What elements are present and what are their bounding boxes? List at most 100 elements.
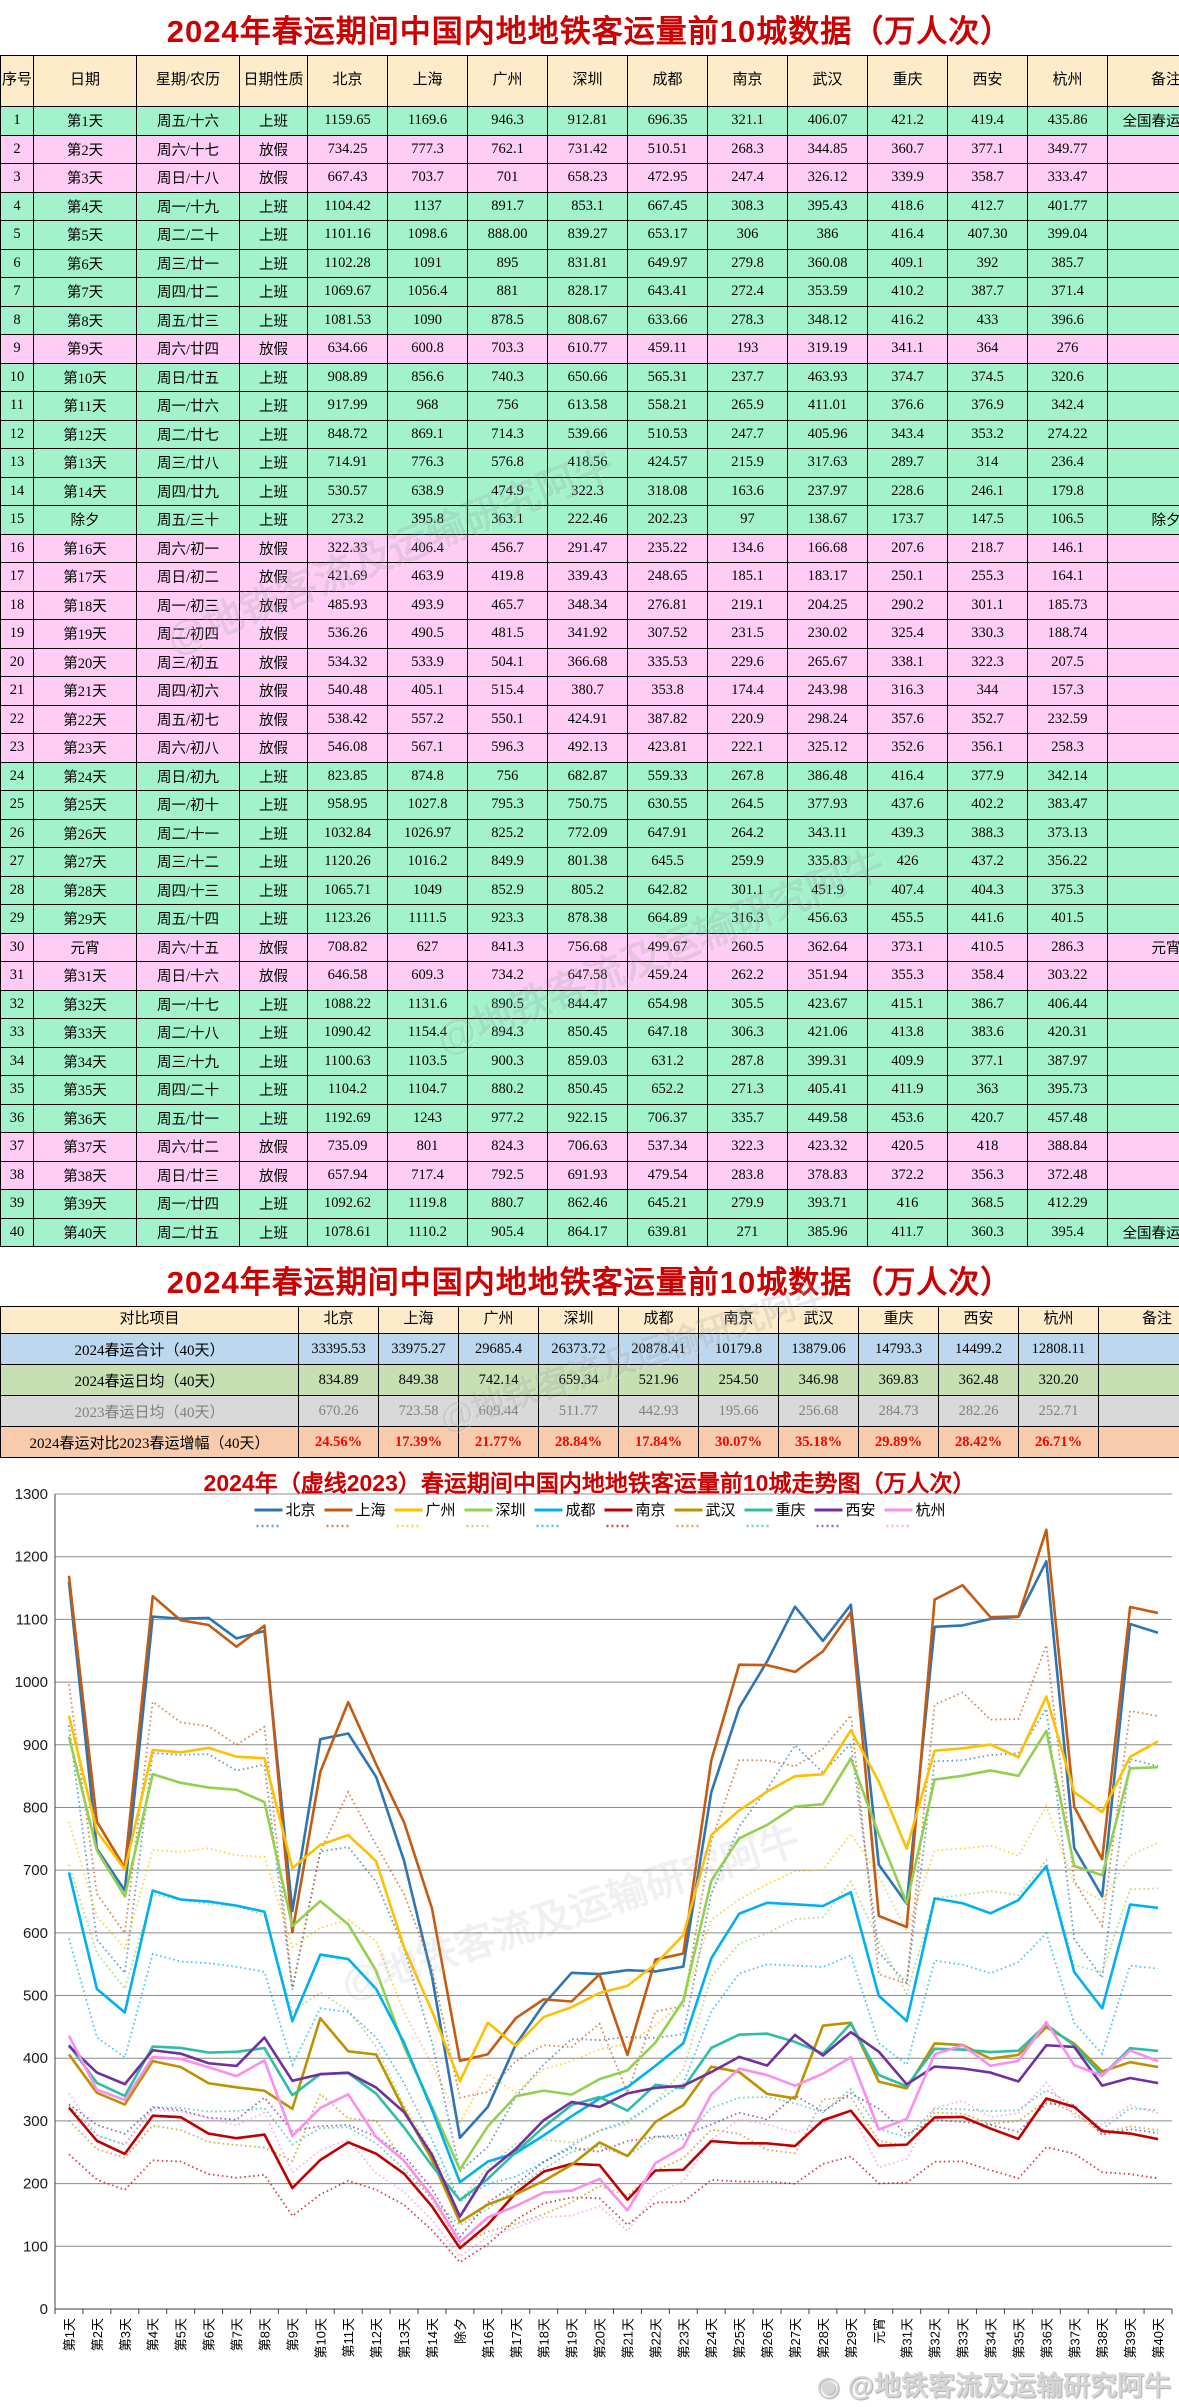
cell: 824.3 [468, 1133, 548, 1162]
cell: 上班 [240, 905, 308, 934]
cell: 279.9 [708, 1190, 788, 1219]
cell: 185.73 [1028, 591, 1108, 620]
cell: 399.31 [788, 1047, 868, 1076]
x-tick-label: 第36天 [1039, 2318, 1054, 2358]
cell: 周六/十五 [137, 933, 240, 962]
cell: 917.99 [308, 392, 388, 421]
cell: 405.1 [388, 677, 468, 706]
cell: 286.3 [1028, 933, 1108, 962]
cell: 28.84% [539, 1427, 619, 1458]
cell: 36 [1, 1104, 34, 1133]
cell: 735.09 [308, 1133, 388, 1162]
cell: 844.47 [548, 990, 628, 1019]
x-tick-label: 第1天 [62, 2318, 77, 2351]
cell: 放假 [240, 620, 308, 649]
legend-label: 武汉 [706, 1502, 736, 1519]
x-tick-label: 第22天 [648, 2318, 663, 2358]
cell: 805.2 [548, 876, 628, 905]
cell [1108, 563, 1179, 592]
cell: 853.1 [548, 192, 628, 221]
cell: 439.3 [868, 819, 948, 848]
cell: 717.4 [388, 1161, 468, 1190]
cell: 353.8 [628, 677, 708, 706]
cell: 第5天 [34, 221, 137, 250]
cell: 378.83 [788, 1161, 868, 1190]
cell: 1192.69 [308, 1104, 388, 1133]
cell: 777.3 [388, 135, 468, 164]
cell: 416 [868, 1190, 948, 1219]
y-tick-label: 400 [23, 2050, 48, 2067]
column-header: 南京 [699, 1307, 779, 1334]
cell: 7 [1, 278, 34, 307]
cell: 387.7 [948, 278, 1028, 307]
cell: 271.3 [708, 1076, 788, 1105]
cell: 29 [1, 905, 34, 934]
cell: 405.96 [788, 420, 868, 449]
cell: 456.7 [468, 534, 548, 563]
cell: 268.3 [708, 135, 788, 164]
cell: 366.68 [548, 648, 628, 677]
cell: 657.94 [308, 1161, 388, 1190]
cell: 27 [1, 848, 34, 877]
cell: 第31天 [34, 962, 137, 991]
cell: 273.2 [308, 506, 388, 535]
cell: 207.5 [1028, 648, 1108, 677]
cell: 放假 [240, 164, 308, 193]
cell: 395.8 [388, 506, 468, 535]
x-tick-label: 第27天 [788, 2318, 803, 2358]
cell: 734.2 [468, 962, 548, 991]
cell: 358.7 [948, 164, 1028, 193]
cell: 388.3 [948, 819, 1028, 848]
x-tick-label: 第33天 [956, 2318, 971, 2358]
cell: 534.32 [308, 648, 388, 677]
cell: 9 [1, 335, 34, 364]
cell: 638.9 [388, 477, 468, 506]
series-line-2024-成都 [69, 1866, 1158, 2182]
cell: 146.1 [1028, 534, 1108, 563]
cell: 17.84% [619, 1427, 699, 1458]
cell: 1065.71 [308, 876, 388, 905]
cell: 97 [708, 506, 788, 535]
cell: 周日/初二 [137, 563, 240, 592]
cell: 1088.22 [308, 990, 388, 1019]
cell: 全国春运开始 [1108, 107, 1179, 136]
cell: 174.4 [708, 677, 788, 706]
cell: 周日/十六 [137, 962, 240, 991]
weibo-icon: ◉ [817, 2371, 841, 2401]
cell: 319.19 [788, 335, 868, 364]
cell: 395.43 [788, 192, 868, 221]
cell: 627 [388, 933, 468, 962]
cell: 1092.62 [308, 1190, 388, 1219]
cell: 387.82 [628, 705, 708, 734]
cell: 411.9 [868, 1076, 948, 1105]
cell: 392 [948, 249, 1028, 278]
cell: 437.6 [868, 791, 948, 820]
cell: 419.8 [468, 563, 548, 592]
trend-chart: 2024年（虚线2023）春运期间中国内地地铁客运量前10城走势图（万人次） 0… [0, 1458, 1179, 2407]
column-header: 西安 [948, 56, 1028, 107]
note-cell [1099, 1365, 1179, 1396]
cell: 周一/廿四 [137, 1190, 240, 1219]
x-tick-label: 第10天 [313, 2318, 328, 2358]
cell: 958.95 [308, 791, 388, 820]
cell: 600.8 [388, 335, 468, 364]
cell: 349.77 [1028, 135, 1108, 164]
cell: 周一/廿六 [137, 392, 240, 421]
cell: 351.94 [788, 962, 868, 991]
cell [1108, 1076, 1179, 1105]
legend-label: 杭州 [916, 1502, 946, 1519]
cell: 372.2 [868, 1161, 948, 1190]
y-tick-label: 500 [23, 1988, 48, 2005]
cell: 659.34 [539, 1365, 619, 1396]
cell [1108, 392, 1179, 421]
cell: 274.22 [1028, 420, 1108, 449]
cell: 342.14 [1028, 762, 1108, 791]
chart-canvas: 0100200300400500600700800900100011001200… [0, 1458, 1179, 2407]
